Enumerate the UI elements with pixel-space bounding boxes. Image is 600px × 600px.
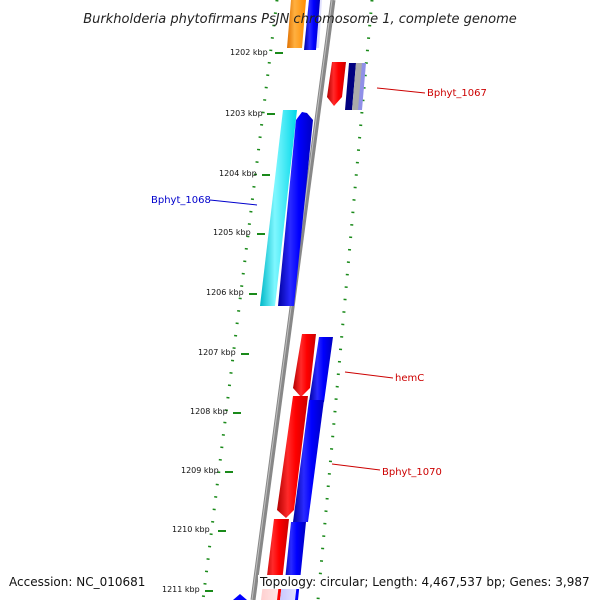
gene-orange-top[interactable] bbox=[287, 0, 306, 48]
gene-blue-arrow-bottom[interactable] bbox=[233, 594, 247, 600]
label-hemc[interactable]: hemC bbox=[395, 373, 424, 384]
gene-bphyt-1068-blue[interactable] bbox=[278, 112, 313, 306]
label-bphyt-1067[interactable]: Bphyt_1067 bbox=[427, 88, 487, 99]
gene-gray[interactable] bbox=[352, 63, 363, 110]
gene-navy[interactable] bbox=[345, 63, 356, 110]
tick-label: 1205 kbp bbox=[213, 228, 251, 237]
tick-label: 1207 kbp bbox=[198, 348, 236, 357]
gene-bphyt-1070-blue[interactable] bbox=[293, 400, 324, 522]
tick-label: 1209 kbp bbox=[181, 466, 219, 475]
callout-line-bphyt-1068 bbox=[209, 199, 258, 206]
gc-track-right bbox=[316, 0, 374, 600]
gene-bphyt-1070-red[interactable] bbox=[277, 396, 308, 518]
tick-label: 1203 kbp bbox=[225, 109, 263, 118]
tick-label: 1210 kbp bbox=[172, 525, 210, 534]
callout-line-bphyt-1067 bbox=[376, 87, 426, 94]
tick-label: 1208 kbp bbox=[190, 407, 228, 416]
tick-label: 1211 kbp bbox=[162, 585, 200, 594]
gene-hemc-red[interactable] bbox=[293, 334, 316, 397]
label-bphyt-1070[interactable]: Bphyt_1070 bbox=[382, 467, 442, 478]
gene-bphyt-1068-cyan[interactable] bbox=[260, 110, 297, 306]
gc-content-track bbox=[201, 0, 374, 600]
callout-line-bphyt-1070 bbox=[331, 463, 381, 471]
topology-text: Topology: circular; Length: 4,467,537 bp… bbox=[258, 575, 592, 589]
tick-label: 1202 kbp bbox=[230, 48, 268, 57]
label-bphyt-1068[interactable]: Bphyt_1068 bbox=[151, 195, 211, 206]
gc-track-left bbox=[201, 0, 279, 600]
gene-pale-blue-small[interactable] bbox=[358, 63, 366, 110]
gene-bphyt-1067-red[interactable] bbox=[327, 62, 346, 106]
gene-blue-top[interactable] bbox=[304, 0, 320, 50]
callout-line-hemc bbox=[344, 371, 394, 379]
accession-text: Accession: NC_010681 bbox=[7, 575, 148, 589]
position-ticks: 1202 kbp 1203 kbp 1204 kbp 1205 kbp 1206… bbox=[162, 48, 283, 594]
tick-label: 1204 kbp bbox=[219, 169, 257, 178]
map-title: Burkholderia phytofirmans PsJN chromosom… bbox=[83, 12, 517, 27]
gene-blue-mid[interactable] bbox=[309, 337, 333, 402]
gene-labels: Bphyt_1067 Bphyt_1068 hemC Bphyt_1070 bbox=[151, 87, 487, 478]
tick-label: 1206 kbp bbox=[206, 288, 244, 297]
